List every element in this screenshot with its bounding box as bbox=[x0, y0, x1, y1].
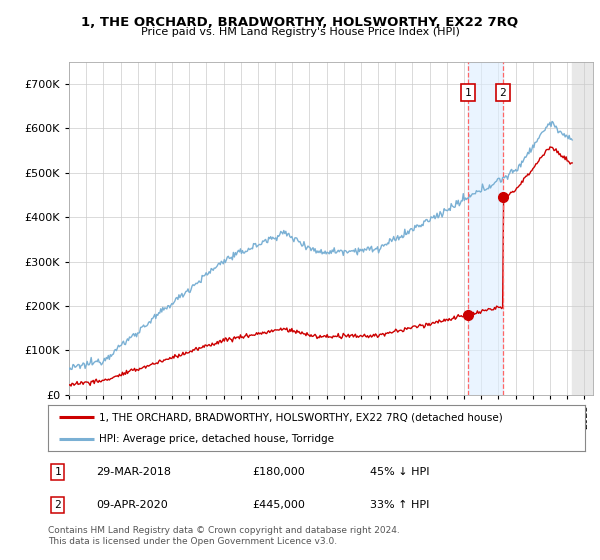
Text: 1: 1 bbox=[464, 88, 472, 97]
Text: £445,000: £445,000 bbox=[252, 500, 305, 510]
Text: 2: 2 bbox=[54, 500, 61, 510]
Bar bbox=[468, 62, 503, 395]
Text: 33% ↑ HPI: 33% ↑ HPI bbox=[370, 500, 430, 510]
Text: £180,000: £180,000 bbox=[252, 467, 305, 477]
Bar bbox=[572, 62, 593, 395]
Text: 1, THE ORCHARD, BRADWORTHY, HOLSWORTHY, EX22 7RQ: 1, THE ORCHARD, BRADWORTHY, HOLSWORTHY, … bbox=[82, 16, 518, 29]
Text: 29-MAR-2018: 29-MAR-2018 bbox=[97, 467, 172, 477]
Text: 1, THE ORCHARD, BRADWORTHY, HOLSWORTHY, EX22 7RQ (detached house): 1, THE ORCHARD, BRADWORTHY, HOLSWORTHY, … bbox=[99, 412, 503, 422]
Text: Price paid vs. HM Land Registry's House Price Index (HPI): Price paid vs. HM Land Registry's House … bbox=[140, 27, 460, 37]
Text: 2: 2 bbox=[500, 88, 506, 97]
Bar bbox=[572, 62, 593, 395]
Text: 45% ↓ HPI: 45% ↓ HPI bbox=[370, 467, 430, 477]
Text: HPI: Average price, detached house, Torridge: HPI: Average price, detached house, Torr… bbox=[99, 435, 334, 444]
Text: Contains HM Land Registry data © Crown copyright and database right 2024.
This d: Contains HM Land Registry data © Crown c… bbox=[48, 526, 400, 546]
Text: 09-APR-2020: 09-APR-2020 bbox=[97, 500, 168, 510]
Text: 1: 1 bbox=[54, 467, 61, 477]
